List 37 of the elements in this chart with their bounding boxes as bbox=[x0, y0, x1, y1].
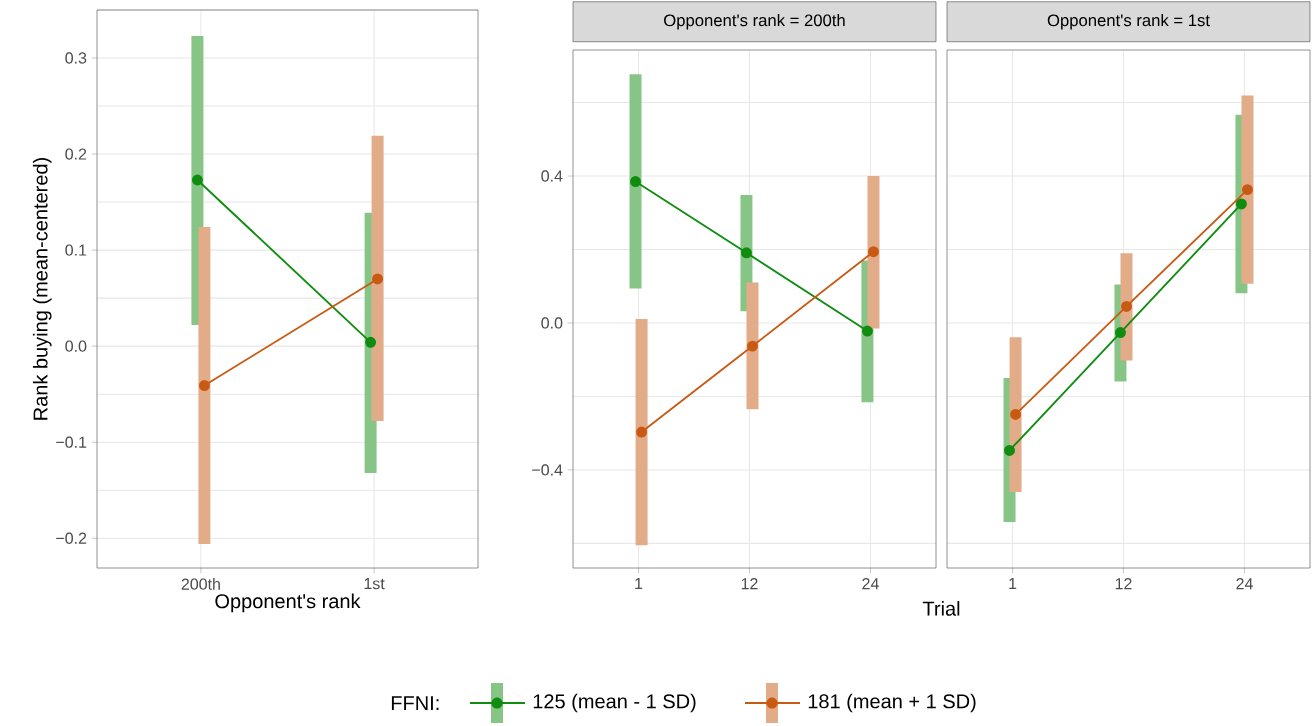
point bbox=[1114, 327, 1126, 338]
y-tick-label: −0.2 bbox=[56, 532, 87, 544]
y-tick-label: 0.0 bbox=[65, 340, 87, 352]
y-tick-label: 0.1 bbox=[65, 244, 87, 256]
point bbox=[1235, 198, 1247, 210]
y-axis-title: Rank buying (mean-centered) bbox=[32, 158, 52, 420]
y-tick-label: −0.4 bbox=[532, 464, 563, 476]
y-tick-label: 0.2 bbox=[65, 148, 87, 160]
x-tick-label: 12 bbox=[1115, 578, 1132, 590]
x-tick-label: 1st bbox=[364, 578, 385, 590]
y-tick-label: 0.0 bbox=[541, 317, 563, 329]
y-tick-label: 0.3 bbox=[65, 52, 87, 64]
point bbox=[1004, 444, 1015, 456]
point bbox=[636, 426, 648, 438]
x-tick-label: 200th bbox=[181, 578, 220, 590]
chart-title: Opponent's rank = 200th bbox=[664, 13, 845, 30]
point bbox=[1242, 184, 1253, 196]
y-tick-label: −0.1 bbox=[56, 436, 87, 448]
x-axis-title: Trial bbox=[922, 601, 960, 616]
x-tick-label: 12 bbox=[741, 578, 758, 590]
x-tick-label: 24 bbox=[1236, 578, 1253, 590]
legend-title: FFNI: bbox=[391, 696, 439, 710]
legend-label: 125 (mean - 1 SD) bbox=[533, 693, 696, 713]
point bbox=[1121, 300, 1132, 312]
y-tick-label: 0.4 bbox=[541, 170, 563, 182]
point bbox=[630, 176, 641, 187]
chart-title: Opponent's rank = 1st bbox=[1047, 13, 1210, 30]
point bbox=[740, 247, 752, 259]
x-tick-label: 24 bbox=[862, 578, 879, 590]
x-axis-title: Opponent's rank bbox=[215, 593, 361, 613]
point bbox=[868, 246, 879, 258]
x-tick-label: 1 bbox=[1009, 578, 1017, 590]
point bbox=[1010, 408, 1022, 420]
legend-label: 181 (mean + 1 SD) bbox=[808, 693, 976, 713]
point bbox=[747, 340, 758, 352]
point bbox=[861, 325, 873, 337]
x-tick-label: 1 bbox=[635, 578, 643, 590]
